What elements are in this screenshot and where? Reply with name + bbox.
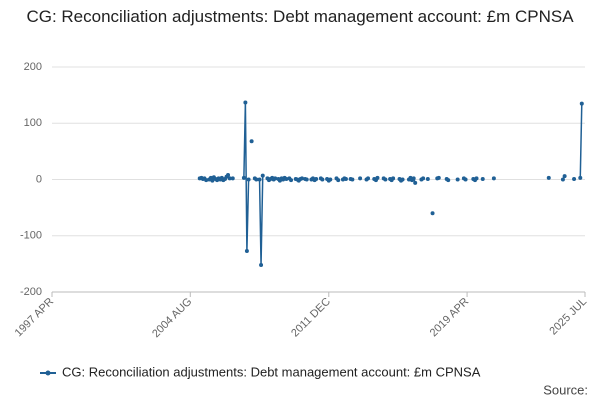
- y-tick-label: -100: [20, 230, 42, 242]
- point: [455, 177, 460, 182]
- point: [366, 176, 371, 181]
- point: [383, 177, 388, 182]
- point: [358, 176, 363, 181]
- point: [474, 176, 479, 181]
- point: [350, 177, 355, 182]
- point: [562, 174, 567, 179]
- point: [463, 177, 468, 182]
- point: [249, 139, 254, 144]
- y-tick-label: -200: [20, 286, 42, 298]
- x-tick-label: 2025 JUL: [547, 296, 589, 338]
- point: [284, 176, 289, 181]
- series-line: [199, 102, 583, 266]
- point: [259, 263, 264, 267]
- point: [314, 176, 319, 181]
- x-tick-label: 2011 DEC: [289, 296, 333, 340]
- legend-marker: [45, 370, 51, 376]
- point: [413, 180, 418, 185]
- point: [391, 176, 396, 181]
- point: [299, 176, 304, 181]
- legend-label: CG: Reconciliation adjustments: Debt man…: [62, 364, 481, 379]
- point: [204, 178, 209, 183]
- y-tick-label: 0: [36, 173, 42, 185]
- point: [546, 175, 551, 180]
- point: [328, 177, 333, 182]
- point: [411, 176, 416, 181]
- point: [436, 175, 441, 180]
- point: [243, 100, 248, 105]
- point: [446, 178, 451, 183]
- point: [320, 177, 325, 182]
- point: [244, 248, 249, 253]
- point: [421, 176, 426, 181]
- point: [579, 101, 584, 106]
- point: [210, 178, 215, 183]
- point: [246, 177, 251, 182]
- point: [480, 176, 485, 181]
- point: [273, 176, 278, 181]
- point: [375, 175, 380, 180]
- x-tick-label: 2019 APR: [428, 296, 472, 340]
- point: [254, 177, 259, 182]
- point: [289, 178, 294, 183]
- y-tick-label: 200: [24, 61, 42, 73]
- y-tick-label: 100: [24, 117, 42, 129]
- x-tick-label: 2004 AUG: [150, 296, 194, 340]
- point: [257, 177, 262, 182]
- point: [260, 173, 265, 178]
- point: [336, 178, 341, 183]
- point: [572, 176, 577, 181]
- point: [430, 211, 435, 216]
- source-label: Source:: [543, 382, 588, 397]
- point: [230, 176, 235, 181]
- chart-title: CG: Reconciliation adjustments: Debt man…: [26, 7, 574, 26]
- point: [560, 177, 565, 182]
- point: [304, 177, 309, 182]
- point: [400, 177, 405, 182]
- point: [227, 176, 232, 181]
- point: [491, 176, 496, 181]
- point: [241, 175, 246, 180]
- point: [343, 176, 348, 181]
- point: [226, 173, 231, 177]
- point: [425, 176, 430, 181]
- x-tick-label: 1997 APR: [13, 296, 57, 340]
- point: [578, 175, 583, 180]
